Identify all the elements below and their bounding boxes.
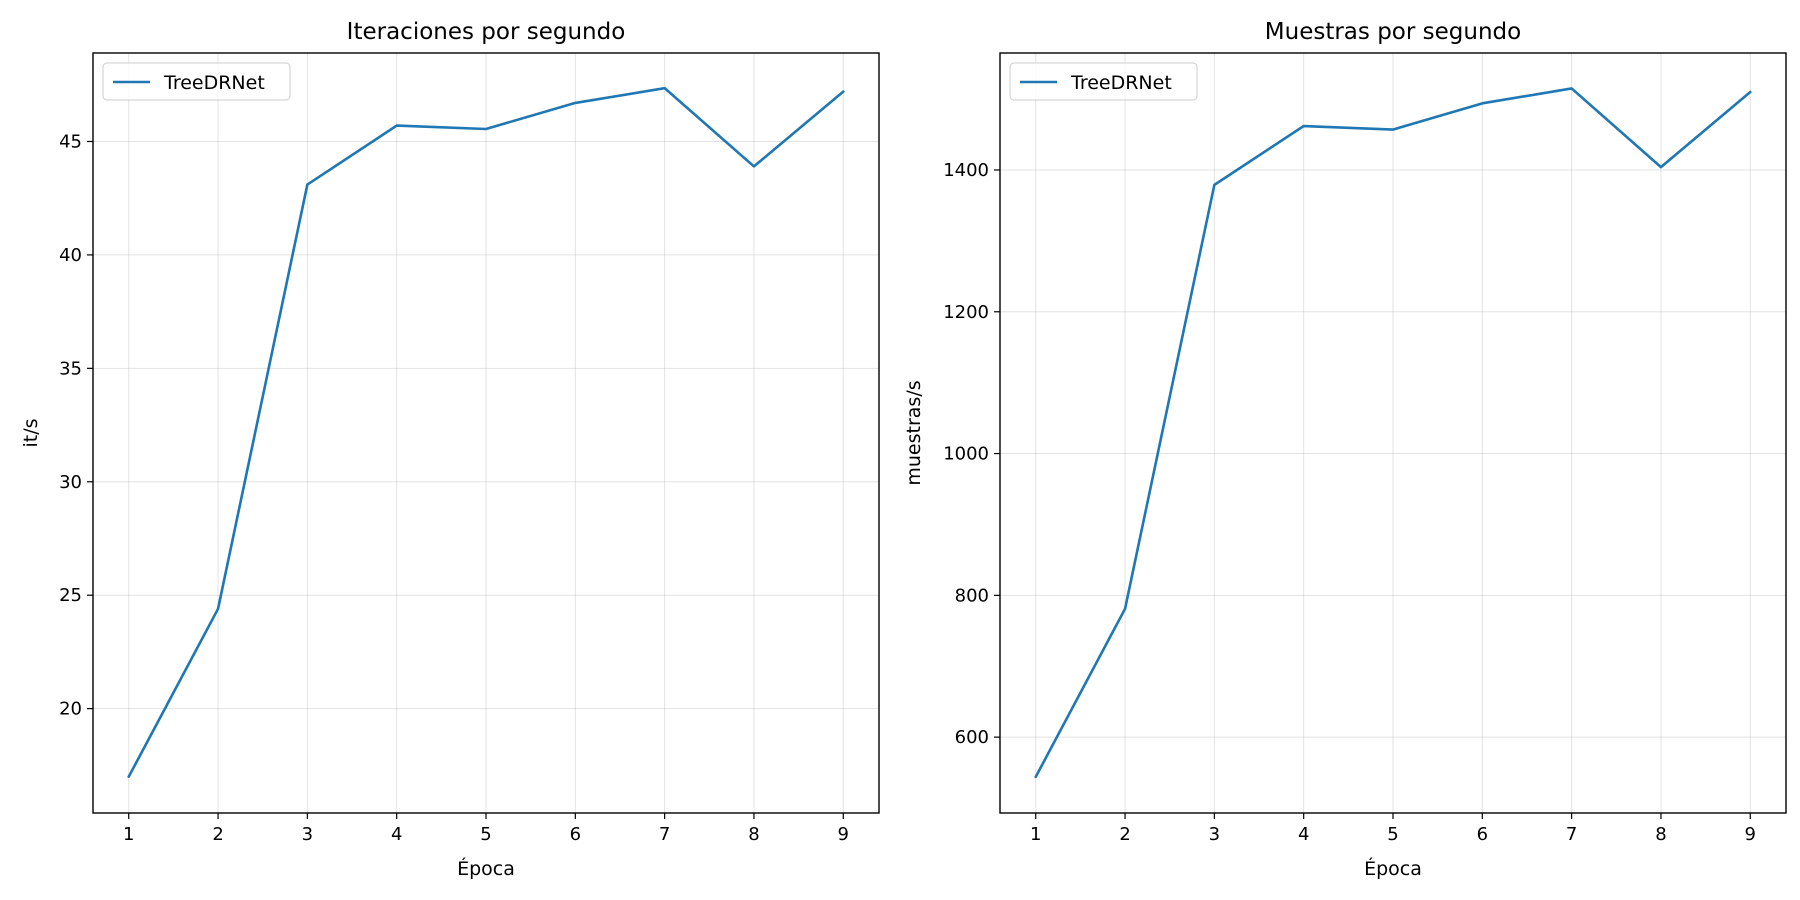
- x-tick-label: 4: [1298, 824, 1309, 845]
- x-tick-label: 7: [659, 824, 670, 845]
- y-tick-label: 800: [955, 585, 989, 606]
- x-tick-label: 5: [480, 824, 491, 845]
- x-tick-label: 1: [1030, 824, 1041, 845]
- y-tick-label: 1000: [943, 444, 989, 465]
- x-tick-label: 3: [1209, 824, 1220, 845]
- legend-entry: TreeDRNet: [1070, 72, 1172, 94]
- y-tick-label: 45: [59, 131, 82, 152]
- y-axis-label: it/s: [20, 418, 42, 447]
- y-tick-label: 30: [59, 472, 82, 493]
- legend: TreeDRNet: [1009, 62, 1198, 101]
- y-tick-label: 600: [955, 727, 989, 748]
- y-tick-label: 25: [59, 585, 82, 606]
- legend: TreeDRNet: [102, 62, 291, 101]
- y-tick-label: 40: [59, 245, 82, 266]
- x-tick-label: 3: [302, 824, 313, 845]
- x-tick-label: 6: [1477, 824, 1488, 845]
- x-tick-label: 9: [1745, 824, 1756, 845]
- y-tick-label: 20: [59, 699, 82, 720]
- x-tick-label: 8: [1655, 824, 1666, 845]
- series-line-treedrnet: [127, 86, 845, 779]
- y-tick-label: 1200: [943, 302, 989, 323]
- legend-box: [1009, 62, 1198, 101]
- legend-entry: TreeDRNet: [163, 72, 265, 94]
- chart-title: Muestras por segundo: [1265, 19, 1521, 45]
- x-tick-label: 2: [1119, 824, 1130, 845]
- y-axis-label: muestras/s: [903, 380, 925, 485]
- chart-title: Iteraciones por segundo: [347, 19, 626, 45]
- chart-panel-2: 1 2 3 4 5 6 7 8 9 600 800 1000 1200 1400 Muestras por …: [903, 19, 1787, 880]
- x-axis-label: Época: [1364, 857, 1422, 880]
- x-tick-label: 7: [1566, 824, 1577, 845]
- x-tick-label: 5: [1387, 824, 1398, 845]
- series-line-treedrnet: [1034, 87, 1752, 779]
- plot-frame: [92, 52, 880, 814]
- x-tick-label: 2: [212, 824, 223, 845]
- x-tick-label: 4: [391, 824, 402, 845]
- x-tick-label: 1: [123, 824, 134, 845]
- y-tick-label: 35: [59, 358, 82, 379]
- plot-frame: [999, 52, 1787, 814]
- x-tick-label: 9: [838, 824, 849, 845]
- x-tick-label: 6: [570, 824, 581, 845]
- x-tick-label: 8: [748, 824, 759, 845]
- y-tick-label: 1400: [943, 160, 989, 181]
- x-axis-label: Época: [457, 857, 515, 880]
- legend-box: [102, 62, 291, 101]
